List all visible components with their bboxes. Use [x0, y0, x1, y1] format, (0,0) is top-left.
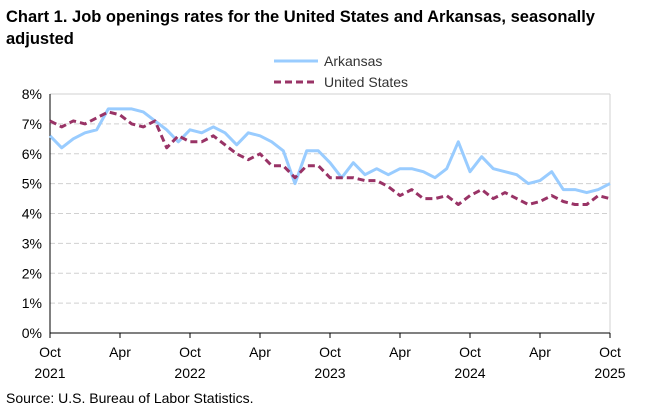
x-tick-year: 2025 — [594, 365, 625, 381]
x-tick-month: Oct — [319, 344, 341, 360]
y-tick-label: 8% — [22, 86, 42, 102]
series-line-united-states — [49, 110, 611, 206]
legend-label: United States — [324, 74, 408, 90]
chart-title: Chart 1. Job openings rates for the Unit… — [6, 8, 595, 48]
legend-label: Arkansas — [324, 53, 382, 69]
x-tick-year: 2021 — [34, 365, 65, 381]
x-tick-month: Apr — [529, 344, 551, 360]
x-tick-month: Oct — [179, 344, 201, 360]
y-tick-label: 3% — [22, 235, 42, 251]
y-tick-label: 6% — [22, 146, 42, 162]
x-tick-year: 2024 — [454, 365, 485, 381]
series-line-arkansas — [48, 107, 611, 195]
x-tick-month: Apr — [389, 344, 411, 360]
y-tick-label: 0% — [22, 325, 42, 341]
y-tick-label: 1% — [22, 295, 42, 311]
x-tick-month: Oct — [599, 344, 621, 360]
source-note: Source: U.S. Bureau of Labor Statistics. — [6, 390, 254, 406]
x-tick-month: Apr — [249, 344, 271, 360]
y-tick-label: 5% — [22, 176, 42, 192]
x-tick-year: 2022 — [174, 365, 205, 381]
x-tick-month: Oct — [39, 344, 61, 360]
x-tick-month: Apr — [109, 344, 131, 360]
y-tick-label: 2% — [22, 265, 42, 281]
y-tick-label: 7% — [22, 116, 42, 132]
y-tick-label: 4% — [22, 206, 42, 222]
x-tick-month: Oct — [459, 344, 481, 360]
x-tick-year: 2023 — [314, 365, 345, 381]
